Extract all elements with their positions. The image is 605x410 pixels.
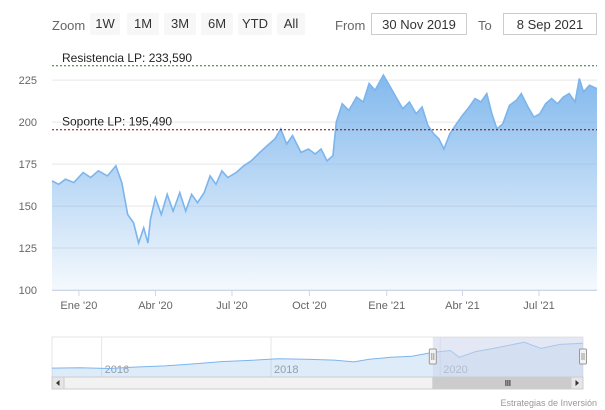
from-label: From [335, 18, 366, 33]
zoom-button-3m[interactable]: 3M [164, 13, 196, 35]
x-tick-label: Abr '20 [138, 300, 173, 312]
navigator-year-label: 2016 [105, 364, 129, 376]
y-tick-label: 100 [19, 285, 37, 297]
y-tick-label: 175 [19, 159, 37, 171]
x-tick-label: Oct '20 [292, 300, 327, 312]
y-tick-label: 200 [19, 117, 37, 129]
to-label: To [478, 18, 492, 33]
y-tick-label: 225 [19, 75, 37, 87]
navigator-selection[interactable] [432, 337, 583, 377]
from-date-input[interactable]: 30 Nov 2019 [371, 13, 467, 35]
zoom-button-ytd[interactable]: YTD [238, 13, 272, 35]
x-tick-label: Ene '21 [368, 300, 405, 312]
navigator-left-handle[interactable] [428, 348, 437, 365]
range-selector-toolbar: Zoom 1W 1M 3M 6M YTD All From 30 Nov 201… [0, 0, 605, 50]
zoom-button-1w[interactable]: 1W [90, 13, 120, 35]
navigator-right-handle[interactable] [579, 348, 587, 365]
y-tick-label: 125 [19, 243, 37, 255]
navigator-year-label: 2018 [274, 364, 298, 376]
support-label: Soporte LP: 195,490 [62, 115, 172, 129]
to-date-input[interactable]: 8 Sep 2021 [503, 13, 597, 35]
scroll-right-arrow-icon [575, 380, 579, 386]
x-tick-label: Jul '20 [216, 300, 247, 312]
x-tick-label: Ene '20 [60, 300, 97, 312]
zoom-button-6m[interactable]: 6M [201, 13, 233, 35]
x-tick-label: Abr '21 [445, 300, 480, 312]
price-area [52, 75, 597, 290]
zoom-button-1m[interactable]: 1M [127, 13, 159, 35]
zoom-label: Zoom [52, 18, 86, 33]
price-line [51, 73, 598, 246]
resistance-label: Resistencia LP: 233,590 [62, 51, 192, 65]
chart-credit: Estrategias de Inversión [500, 398, 597, 408]
zoom-button-all[interactable]: All [277, 13, 305, 35]
x-tick-label: Jul '21 [523, 300, 554, 312]
scroll-left-arrow-icon [56, 380, 60, 386]
y-tick-label: 150 [19, 201, 37, 213]
